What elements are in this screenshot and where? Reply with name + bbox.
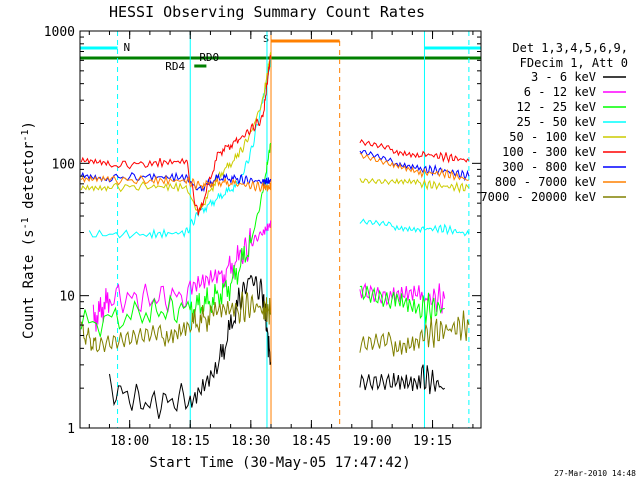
series-line-2 bbox=[80, 142, 445, 337]
legend-label-4: 50 - 100 keV bbox=[509, 130, 596, 144]
series-line-8 bbox=[80, 291, 470, 357]
axes-frame bbox=[79, 30, 482, 429]
y-axis: 1 10 100 1000 bbox=[44, 25, 481, 437]
legend-header-line-2: FDecim 1, Att 0 bbox=[520, 56, 628, 70]
legend-header-line-1: Det 1,3,4,5,6,9, bbox=[512, 41, 628, 55]
x-tick-label-1: 18:15 bbox=[171, 434, 210, 449]
plot-area: N RD0 RD4 S bbox=[80, 31, 481, 428]
legend-label-5: 100 - 300 keV bbox=[502, 145, 596, 159]
x-tick-label-0: 18:00 bbox=[110, 434, 149, 449]
legend-label-6: 300 - 800 keV bbox=[502, 160, 596, 174]
series-line-4 bbox=[80, 52, 470, 213]
y-axis-label: Count Rate (s-1 detector-1) bbox=[20, 121, 37, 339]
y-axis-label-main: Count Rate (s bbox=[21, 229, 37, 339]
y-axis-label-mid: detector bbox=[21, 142, 37, 218]
legend-label-8: 7000 - 20000 keV bbox=[480, 190, 596, 204]
legend-label-0: 3 - 6 keV bbox=[531, 70, 596, 84]
y-axis-label-end: ) bbox=[21, 121, 37, 129]
series-line-0 bbox=[109, 274, 445, 419]
legend: Det 1,3,4,5,6,9, FDecim 1, Att 0 3 - 6 k… bbox=[480, 41, 628, 204]
footer-timestamp: 27-Mar-2010 14:48 bbox=[554, 469, 636, 478]
legend-label-7: 800 - 7000 keV bbox=[495, 175, 596, 189]
y-axis-label-sup1: -1 bbox=[20, 217, 31, 229]
legend-label-1: 6 - 12 keV bbox=[524, 85, 596, 99]
flag-RD4-label: RD4 bbox=[165, 60, 185, 73]
x-tick-label-5: 19:15 bbox=[413, 434, 452, 449]
chart-title: HESSI Observing Summary Count Rates bbox=[109, 3, 425, 21]
y-tick-label-3: 1000 bbox=[44, 25, 75, 40]
flag-N-label: N bbox=[124, 41, 131, 54]
x-tick-label-3: 18:45 bbox=[292, 434, 331, 449]
x-tick-label-2: 18:30 bbox=[231, 434, 270, 449]
legend-label-2: 12 - 25 keV bbox=[517, 100, 596, 114]
x-tick-label-4: 19:00 bbox=[352, 434, 391, 449]
series-line-6 bbox=[80, 150, 470, 193]
y-tick-label-1: 10 bbox=[59, 290, 75, 305]
series-line-7 bbox=[80, 152, 470, 193]
series-line-3 bbox=[88, 58, 470, 240]
flag-S-label: S bbox=[263, 34, 269, 45]
flag-RD0-label: RD0 bbox=[199, 51, 219, 64]
x-axis: 18:00 18:15 18:30 18:45 19:00 19:15 bbox=[88, 31, 474, 449]
series-line-5 bbox=[80, 55, 470, 216]
legend-label-3: 25 - 50 keV bbox=[517, 115, 596, 129]
y-tick-label-2: 100 bbox=[52, 157, 75, 172]
x-axis-label: Start Time (30-May-05 17:47:42) bbox=[149, 455, 410, 471]
y-axis-label-sup2: -1 bbox=[20, 129, 31, 141]
y-tick-label-0: 1 bbox=[67, 422, 75, 437]
